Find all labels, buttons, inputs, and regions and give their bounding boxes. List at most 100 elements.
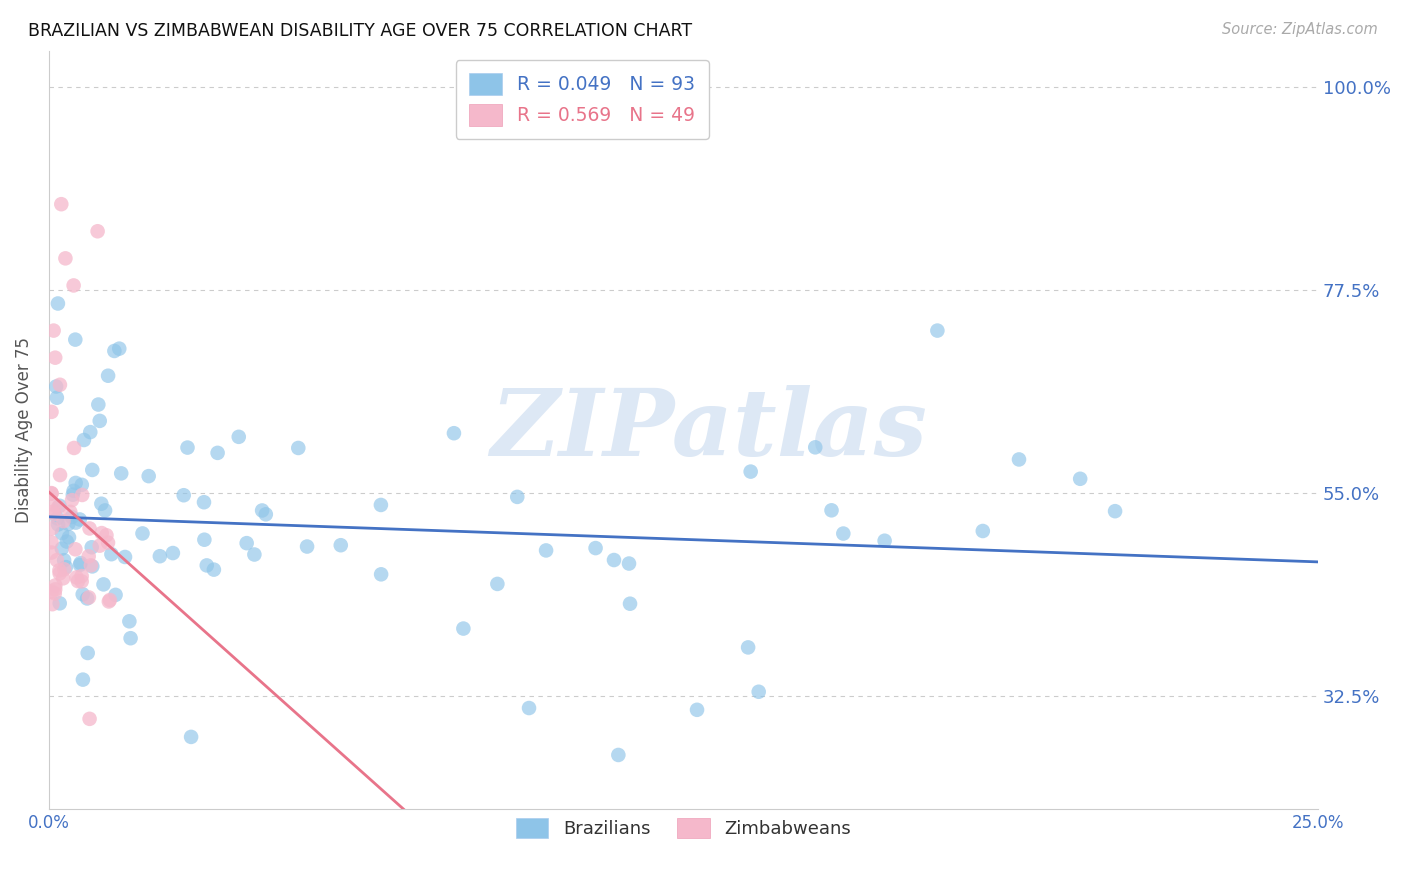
Point xyxy=(100,547,122,561)
Point xyxy=(149,549,172,564)
Point xyxy=(104,588,127,602)
Point xyxy=(42,505,65,519)
Point xyxy=(72,673,94,687)
Point xyxy=(506,490,529,504)
Point xyxy=(44,351,66,365)
Point xyxy=(58,530,80,544)
Point xyxy=(76,591,98,606)
Point xyxy=(79,521,101,535)
Point xyxy=(60,510,83,524)
Point xyxy=(48,596,70,610)
Point xyxy=(62,488,84,502)
Point xyxy=(46,517,69,532)
Point xyxy=(89,414,111,428)
Point xyxy=(118,615,141,629)
Point xyxy=(250,503,273,517)
Point xyxy=(44,578,66,592)
Point xyxy=(45,379,67,393)
Point xyxy=(94,503,117,517)
Point xyxy=(45,553,67,567)
Point xyxy=(48,566,70,581)
Point xyxy=(76,646,98,660)
Point xyxy=(70,569,93,583)
Point xyxy=(79,712,101,726)
Point xyxy=(254,508,277,522)
Point xyxy=(131,526,153,541)
Point xyxy=(97,368,120,383)
Point xyxy=(44,499,66,513)
Point xyxy=(1069,472,1091,486)
Point xyxy=(114,549,136,564)
Point xyxy=(804,440,827,454)
Point xyxy=(77,549,100,564)
Point xyxy=(65,333,87,347)
Point xyxy=(193,495,215,509)
Point xyxy=(97,535,120,549)
Point xyxy=(737,640,759,655)
Point xyxy=(80,558,103,573)
Text: Source: ZipAtlas.com: Source: ZipAtlas.com xyxy=(1222,22,1378,37)
Point xyxy=(927,324,949,338)
Point xyxy=(58,516,80,531)
Point xyxy=(79,425,101,439)
Point xyxy=(41,521,63,535)
Point xyxy=(69,512,91,526)
Point xyxy=(63,441,86,455)
Point xyxy=(77,591,100,605)
Point xyxy=(686,703,709,717)
Point xyxy=(873,533,896,548)
Point xyxy=(287,441,309,455)
Point xyxy=(49,468,72,483)
Point xyxy=(70,574,93,589)
Point xyxy=(173,488,195,502)
Point xyxy=(108,342,131,356)
Point xyxy=(59,505,82,519)
Point xyxy=(972,524,994,538)
Point xyxy=(820,503,842,517)
Point xyxy=(62,483,84,498)
Point xyxy=(66,574,89,588)
Point xyxy=(51,541,73,556)
Point xyxy=(86,224,108,238)
Point xyxy=(45,391,67,405)
Y-axis label: Disability Age Over 75: Disability Age Over 75 xyxy=(15,337,32,523)
Point xyxy=(832,526,855,541)
Point xyxy=(90,526,112,541)
Point xyxy=(69,556,91,570)
Legend: Brazilians, Zimbabweans: Brazilians, Zimbabweans xyxy=(509,810,859,846)
Point xyxy=(62,278,84,293)
Point xyxy=(517,701,540,715)
Point xyxy=(603,553,626,567)
Point xyxy=(486,577,509,591)
Point xyxy=(44,507,66,521)
Point xyxy=(44,582,66,597)
Point xyxy=(176,441,198,455)
Point xyxy=(80,541,103,555)
Point xyxy=(55,534,77,549)
Point xyxy=(453,622,475,636)
Point xyxy=(53,553,76,567)
Point xyxy=(295,540,318,554)
Point xyxy=(82,559,104,574)
Point xyxy=(51,526,73,541)
Text: ZIPatlas: ZIPatlas xyxy=(491,385,928,475)
Point xyxy=(243,548,266,562)
Point xyxy=(207,446,229,460)
Point xyxy=(235,536,257,550)
Point xyxy=(72,587,94,601)
Text: BRAZILIAN VS ZIMBABWEAN DISABILITY AGE OVER 75 CORRELATION CHART: BRAZILIAN VS ZIMBABWEAN DISABILITY AGE O… xyxy=(28,22,692,40)
Point xyxy=(69,558,91,572)
Point xyxy=(41,545,63,559)
Point xyxy=(87,398,110,412)
Point xyxy=(607,747,630,762)
Point xyxy=(73,433,96,447)
Point xyxy=(65,542,87,557)
Point xyxy=(55,560,77,574)
Point xyxy=(46,500,69,515)
Point xyxy=(41,405,63,419)
Point xyxy=(96,528,118,542)
Point xyxy=(180,730,202,744)
Point xyxy=(41,584,63,599)
Point xyxy=(49,377,72,392)
Point xyxy=(534,543,557,558)
